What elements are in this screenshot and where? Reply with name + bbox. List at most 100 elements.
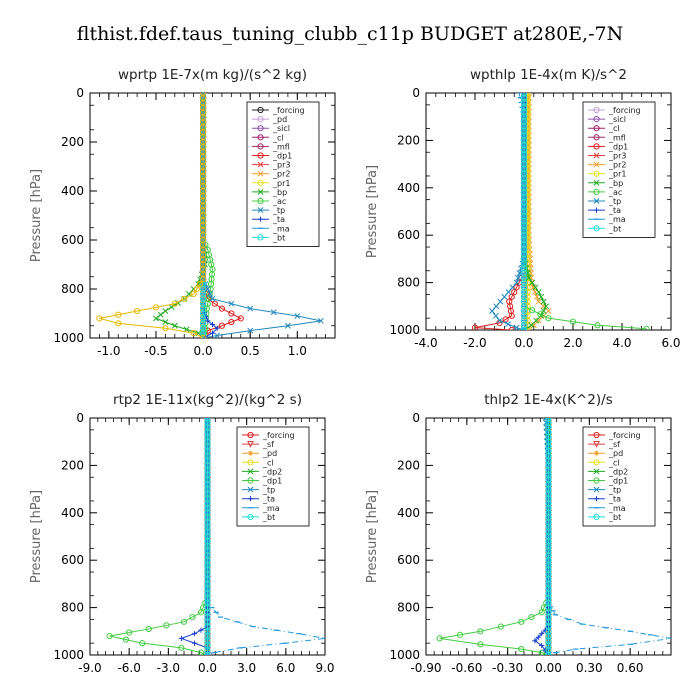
series-dp1: [106, 418, 211, 655]
data-point: [542, 647, 548, 653]
data-point: [115, 320, 122, 327]
x-tick-label: 2.0: [563, 336, 582, 350]
legend-entry: _bp: [252, 188, 287, 197]
data-point: [569, 318, 577, 325]
data-point: [204, 651, 211, 655]
legend-label: _dp2: [608, 467, 628, 476]
legend-label: _ma: [608, 215, 626, 224]
data-layer: [436, 418, 671, 655]
legend-marker: [593, 179, 600, 186]
legend-marker: [247, 496, 254, 502]
legend-entry: _pr1: [588, 170, 626, 179]
data-point: [530, 284, 537, 291]
data-point: [204, 286, 211, 292]
data-point: [497, 623, 504, 630]
data-point: [538, 609, 545, 616]
data-point: [643, 325, 650, 330]
x-tick-label: -0.60: [451, 661, 482, 675]
panel-thlp2: thlp2 1E-4x(K^2)/s Pressure [hPa] 0 200 400 6…: [365, 392, 672, 675]
legend-entry: _pd: [588, 449, 623, 458]
legend-label: _pd: [608, 449, 623, 458]
legend: _forcing_sicl_cl_mfl_dp1_pr3_pr2_pr1_bp_…: [582, 101, 656, 238]
y-tick-label: 400: [397, 181, 420, 195]
data-point: [489, 308, 496, 314]
legend-label: _cl: [262, 458, 274, 467]
data-point: [513, 324, 520, 330]
y-tick-label: 200: [397, 133, 420, 147]
y-tick-label: 800: [397, 601, 420, 615]
legend-marker: [593, 125, 600, 132]
legend-entry: _dp2: [242, 467, 282, 476]
legend-entry: _sicl: [588, 115, 626, 124]
data-layer: [106, 418, 325, 655]
legend-label: _dp2: [262, 467, 282, 476]
legend-label: _cl: [608, 124, 620, 133]
y-axis-label: Pressure [hPa]: [365, 165, 380, 258]
legend-marker: [257, 161, 264, 168]
data-point: [205, 318, 211, 324]
data-point: [181, 295, 188, 302]
legend-marker: [593, 207, 600, 213]
legend-entry: _pr2: [252, 170, 290, 179]
series-dp1: [199, 93, 244, 338]
data-point: [471, 324, 479, 330]
data-point: [508, 293, 515, 300]
legend-entry: _ma: [588, 215, 626, 224]
legend-entry: _cl: [242, 458, 274, 467]
figure-title: flthist.fdef.taus_tuning_clubb_c11p BUDG…: [77, 23, 623, 45]
legend-marker: [593, 188, 600, 195]
data-point: [191, 640, 198, 646]
data-point: [509, 284, 516, 291]
data-point: [496, 317, 503, 324]
x-tick-label: -0.90: [410, 661, 441, 675]
legend-marker: [593, 198, 600, 204]
legend-entry: _bt: [588, 513, 621, 522]
data-point: [207, 290, 214, 297]
data-point: [456, 631, 464, 638]
series-unnamed: [96, 93, 207, 338]
data-point: [513, 279, 520, 286]
legend-marker: [257, 143, 264, 150]
legend-marker: [247, 486, 254, 493]
legend-label: _dp1: [608, 142, 628, 151]
legend-marker: [593, 513, 600, 521]
legend-marker: [257, 179, 264, 186]
x-tick-label: -2.0: [463, 336, 486, 350]
data-point: [197, 649, 205, 655]
x-tick-label: -9.0: [78, 661, 101, 675]
data-point: [171, 322, 178, 329]
legend-marker: [257, 216, 264, 222]
panel-rtp2: rtp2 1E-11x(kg^2)/(kg^2 s) Pressure [hPa]…: [29, 392, 335, 675]
legend-label: _ta: [272, 215, 285, 224]
series-bp: [153, 93, 208, 338]
data-point: [477, 641, 484, 648]
data-point: [513, 284, 520, 291]
x-tick-label: 1.0: [288, 344, 307, 358]
data-point: [528, 613, 535, 621]
data-point: [96, 315, 103, 322]
data-point: [530, 322, 537, 329]
legend-label: _bt: [272, 233, 285, 242]
series-dp1: [436, 418, 552, 655]
data-point: [535, 289, 542, 296]
legend-entry: _dp1: [242, 477, 282, 486]
legend-entry: _ma: [588, 504, 626, 513]
legend-entry: _ma: [252, 224, 290, 233]
data-point: [199, 334, 207, 338]
data-point: [115, 311, 122, 318]
legend-entry: _dp1: [588, 142, 628, 151]
legend-label: _ta: [608, 495, 621, 504]
legend-label: _dp1: [262, 477, 282, 486]
data-point: [106, 632, 113, 640]
legend-marker: [593, 459, 600, 466]
series-bt: [545, 418, 552, 655]
panel-wprtp: wprtp 1E-7x(m kg)/(s^2 kg) Pressure [hPa]…: [29, 67, 336, 358]
legend-label: _forcing: [272, 106, 305, 115]
x-tick-label: 0.0: [198, 661, 217, 675]
legend-marker: [257, 170, 264, 177]
data-point: [198, 627, 204, 633]
x-tick-label: 0.0: [514, 336, 533, 350]
x-tick-label: 0.00: [535, 661, 562, 675]
legend-label: _bt: [608, 224, 621, 233]
